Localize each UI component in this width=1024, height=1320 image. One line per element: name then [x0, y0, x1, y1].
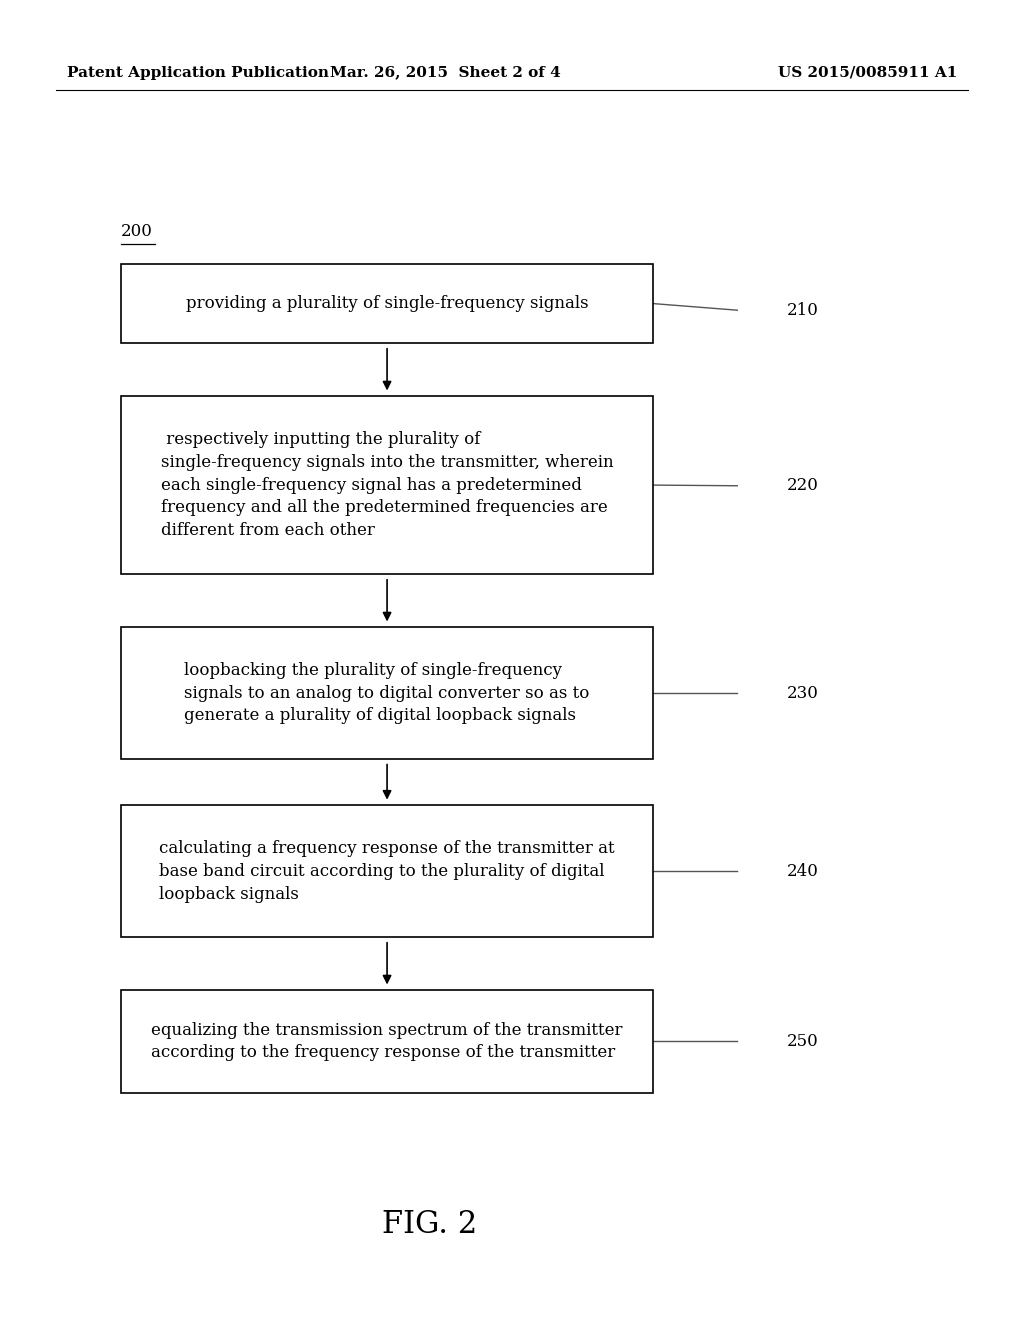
- FancyBboxPatch shape: [121, 264, 653, 343]
- Text: 230: 230: [786, 685, 818, 701]
- Text: Mar. 26, 2015  Sheet 2 of 4: Mar. 26, 2015 Sheet 2 of 4: [330, 66, 561, 79]
- Text: 210: 210: [786, 302, 818, 318]
- Text: 200: 200: [121, 223, 153, 239]
- Text: FIG. 2: FIG. 2: [382, 1209, 478, 1241]
- Text: Patent Application Publication: Patent Application Publication: [67, 66, 329, 79]
- Text: US 2015/0085911 A1: US 2015/0085911 A1: [778, 66, 957, 79]
- Text: equalizing the transmission spectrum of the transmitter
according to the frequen: equalizing the transmission spectrum of …: [152, 1022, 623, 1061]
- Text: calculating a frequency response of the transmitter at
base band circuit accordi: calculating a frequency response of the …: [160, 840, 614, 903]
- Text: 240: 240: [786, 863, 818, 879]
- Text: respectively inputting the plurality of
single-frequency signals into the transm: respectively inputting the plurality of …: [161, 430, 613, 540]
- Text: 220: 220: [786, 478, 818, 494]
- FancyBboxPatch shape: [121, 990, 653, 1093]
- Text: providing a plurality of single-frequency signals: providing a plurality of single-frequenc…: [185, 296, 589, 312]
- FancyBboxPatch shape: [121, 805, 653, 937]
- Text: 250: 250: [786, 1034, 818, 1049]
- FancyBboxPatch shape: [121, 627, 653, 759]
- Text: loopbacking the plurality of single-frequency
signals to an analog to digital co: loopbacking the plurality of single-freq…: [184, 661, 590, 725]
- FancyBboxPatch shape: [121, 396, 653, 574]
